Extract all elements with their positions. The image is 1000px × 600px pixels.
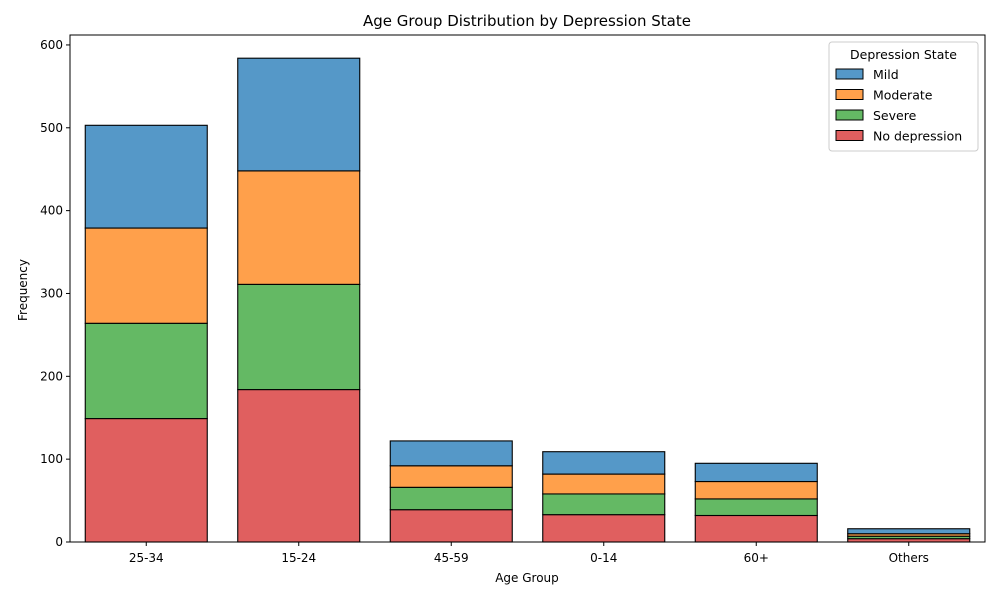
bar-60+-no-depression <box>694 514 818 543</box>
bar-45-59-no-depression <box>389 509 513 543</box>
plot-area: 0 100 200 300 400 500 600 25-34 15-24 45-59 0-14 60… <box>40 34 986 565</box>
bar-0-14-mild <box>542 451 666 475</box>
y-tick-label-0: 0 <box>55 535 63 549</box>
bar-15-24-severe <box>237 283 361 391</box>
y-tick-label-500: 500 <box>40 121 63 135</box>
legend-box <box>828 41 979 152</box>
bar-45-59-mild <box>389 440 513 467</box>
bar-15-24-mild <box>237 57 361 172</box>
bar-0-14-no-depression <box>542 514 666 543</box>
legend-swatch-mild <box>835 68 864 80</box>
plot-frame <box>69 34 986 543</box>
y-tick-label-300: 300 <box>40 286 63 300</box>
bar-60+-mild <box>694 462 818 483</box>
bar-25-34-mild <box>84 124 208 229</box>
bar-15-24-moderate <box>237 170 361 285</box>
x-axis-label: Age Group <box>495 571 559 585</box>
bar-0-14-severe <box>542 493 666 516</box>
bar-0-14-moderate <box>542 473 666 495</box>
x-tick-label-45-59: 45-59 <box>434 551 469 565</box>
legend: Depression State Mild Moderate Severe No dep… <box>828 41 979 152</box>
legend-label-moderate: Moderate <box>873 88 933 103</box>
y-tick-label-400: 400 <box>40 204 63 218</box>
bar-25-34-moderate <box>84 227 208 324</box>
chart-title: Age Group Distribution by Depression Sta… <box>363 12 691 30</box>
x-tick-label-60+: 60+ <box>744 551 769 565</box>
y-axis-label: Frequency <box>16 259 30 321</box>
legend-label-no-depression: No depression <box>873 129 962 144</box>
y-tick-label-100: 100 <box>40 452 63 466</box>
y-tick-label-200: 200 <box>40 369 63 383</box>
legend-label-severe: Severe <box>873 108 917 123</box>
legend-swatch-moderate <box>835 89 864 100</box>
legend-swatch-severe <box>835 109 864 121</box>
bar-60+-moderate <box>694 480 818 500</box>
bar-45-59-moderate <box>389 465 513 488</box>
y-tick-label-600: 600 <box>40 38 63 52</box>
legend-label-mild: Mild <box>873 67 899 82</box>
legend-title: Depression State <box>850 47 957 62</box>
bar-45-59-severe <box>389 486 513 511</box>
legend-swatch-no-depression <box>835 130 864 141</box>
bar-25-34-no-depression <box>84 418 208 543</box>
x-tick-label-15-24: 15-24 <box>281 551 316 565</box>
x-tick-label-25-34: 25-34 <box>129 551 164 565</box>
bar-60+-severe <box>694 498 818 517</box>
x-tick-label-0-14: 0-14 <box>590 551 617 565</box>
x-tick-label-Others: Others <box>889 551 929 565</box>
bar-15-24-no-depression <box>237 389 361 543</box>
bar-25-34-severe <box>84 322 208 420</box>
bar-Others-mild <box>847 528 971 535</box>
